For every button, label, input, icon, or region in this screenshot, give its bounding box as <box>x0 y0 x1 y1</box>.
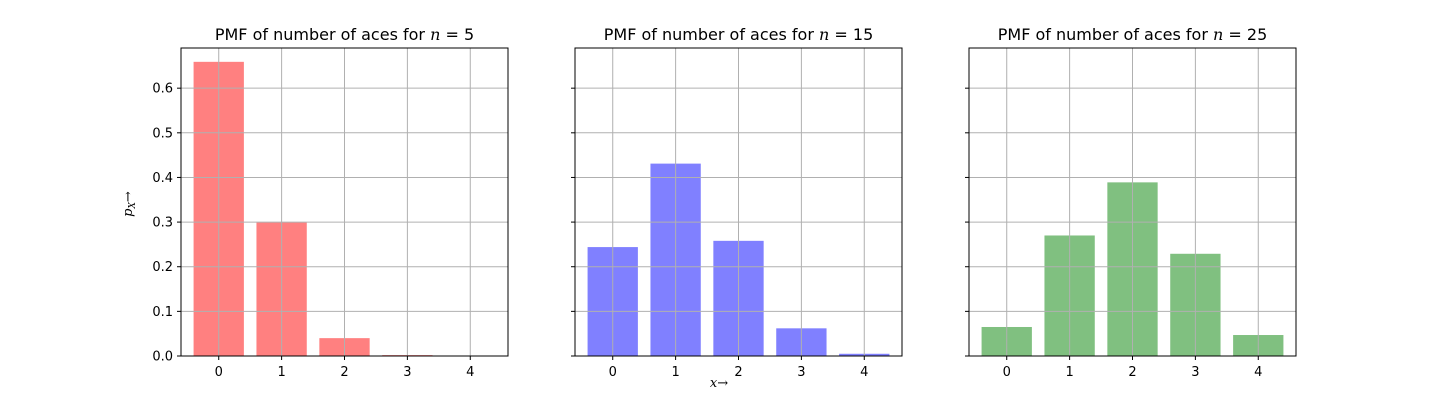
x-tick-label-1-4: 4 <box>860 365 868 380</box>
x-tick-label-1-3: 3 <box>797 365 805 380</box>
y-tick-label-0-4: 0.4 <box>152 171 173 186</box>
chart-title-1: PMF of number of aces for n = 15 <box>604 25 874 44</box>
chart-title-0: PMF of number of aces for n = 5 <box>215 25 474 44</box>
x-tick-label-2-4: 4 <box>1254 365 1262 380</box>
y-tick-label-0-1: 0.1 <box>152 305 173 320</box>
y-tick-label-0-5: 0.5 <box>152 126 173 141</box>
chart-panel-1: 0 1 2 3 4 PMF of number of aces for n = 15 <box>571 25 903 380</box>
y-axis-label: pX→ <box>121 191 138 217</box>
x-tick-label-1-1: 1 <box>671 365 679 380</box>
chart-title-2: PMF of number of aces for n = 25 <box>998 25 1268 44</box>
x-tick-label-2-0: 0 <box>1003 365 1011 380</box>
chart-panel-0: 0 1 2 3 4 0.0 0.1 0.2 0.3 0.4 0.5 0.6 PMF of number … <box>152 25 509 380</box>
y-tick-label-0-2: 0.2 <box>152 260 173 275</box>
x-tick-label-0-2: 2 <box>340 365 348 380</box>
x-tick-label-1-0: 0 <box>609 365 617 380</box>
x-tick-label-0-1: 1 <box>277 365 285 380</box>
y-tick-label-0-6: 0.6 <box>152 82 173 97</box>
y-tick-label-0-3: 0.3 <box>152 216 173 231</box>
x-tick-label-2-1: 1 <box>1065 365 1073 380</box>
x-axis-label: x→ <box>710 376 728 391</box>
x-tick-label-2-3: 3 <box>1191 365 1199 380</box>
x-tick-label-1-2: 2 <box>734 365 742 380</box>
x-tick-label-0-0: 0 <box>215 365 223 380</box>
x-tick-label-2-2: 2 <box>1128 365 1136 380</box>
x-tick-label-0-3: 3 <box>403 365 411 380</box>
chart-panel-2: 0 1 2 3 4 PMF of number of aces for n = 25 <box>965 25 1297 380</box>
x-tick-label-0-4: 4 <box>466 365 474 380</box>
chart-panels: 0 1 2 3 4 0.0 0.1 0.2 0.3 0.4 0.5 0.6 PMF of number … <box>152 25 1297 380</box>
y-tick-label-0-0: 0.0 <box>152 350 173 365</box>
